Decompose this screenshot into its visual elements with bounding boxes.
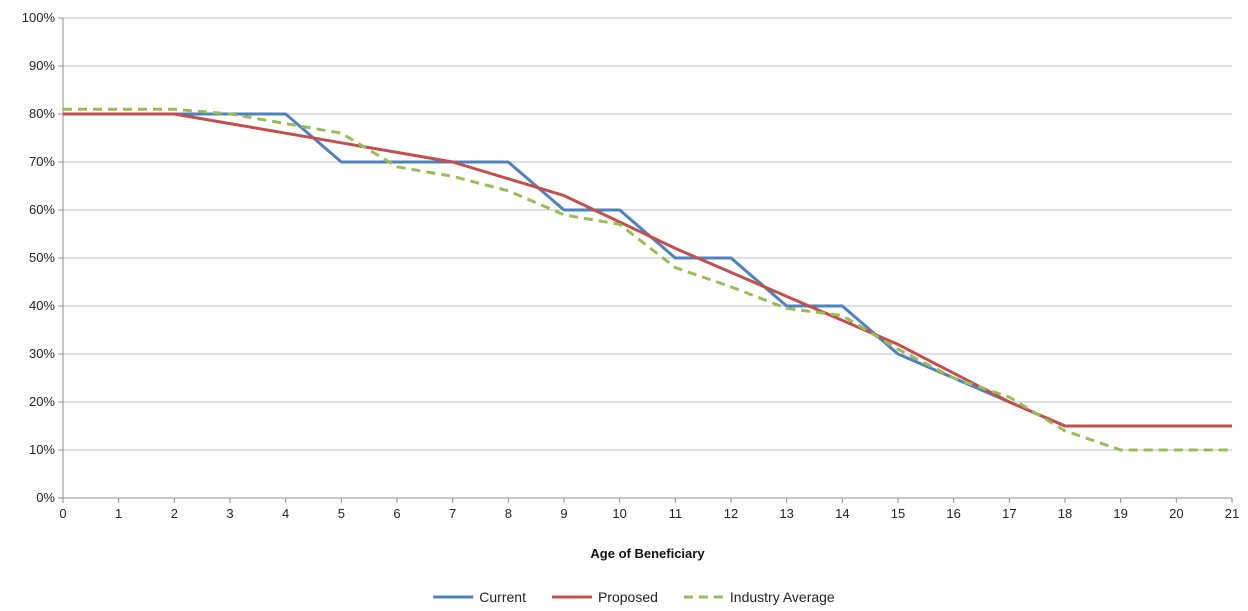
y-tick-label: 50% — [29, 250, 55, 265]
x-tick-label: 11 — [669, 506, 683, 521]
x-tick-label: 17 — [1002, 506, 1016, 521]
gridlines — [63, 17, 1232, 451]
x-tick-label: 9 — [560, 506, 567, 521]
legend-label: Proposed — [598, 589, 658, 605]
x-tick-label: 3 — [226, 506, 233, 521]
x-tick-label: 1 — [115, 506, 122, 521]
tick-labels: 0%10%20%30%40%50%60%70%80%90%100%0 1 2 3 4 5 6… — [22, 10, 1239, 521]
x-tick-label: 2 — [171, 506, 178, 521]
x-tick-label: 20 — [1169, 506, 1183, 521]
x-tick-label: 14 — [835, 506, 849, 521]
y-tick-label: 40% — [29, 298, 55, 313]
y-tick-label: 10% — [29, 442, 55, 457]
x-tick-label: 8 — [505, 506, 512, 521]
y-tick-label: 60% — [29, 202, 55, 217]
series-line-industry-average — [63, 107, 1232, 452]
x-tick-label: 16 — [946, 506, 960, 521]
x-axis-title: Age of Beneficiary — [590, 546, 705, 561]
x-tick-label: 10 — [612, 506, 626, 521]
x-tick-label: 0 — [59, 506, 66, 521]
series-lines — [63, 107, 1232, 452]
x-tick-label: 13 — [779, 506, 793, 521]
x-tick-label: 12 — [724, 506, 738, 521]
x-tick-label: 4 — [282, 506, 289, 521]
x-tick-label: 15 — [891, 506, 905, 521]
legend: Current Proposed Industry Average — [433, 589, 835, 605]
y-tick-label: 20% — [29, 394, 55, 409]
x-tick-label: 19 — [1113, 506, 1127, 521]
x-tick-label: 21 — [1225, 506, 1239, 521]
x-tick-label: 18 — [1058, 506, 1072, 521]
legend-label: Current — [479, 589, 526, 605]
y-tick-label: 0% — [36, 490, 55, 505]
x-tick-label: 6 — [393, 506, 400, 521]
series-line-proposed — [63, 112, 1232, 428]
y-tick-label: 30% — [29, 346, 55, 361]
series-line-current — [63, 112, 1232, 428]
x-tick-label: 5 — [338, 506, 345, 521]
y-tick-label: 90% — [29, 58, 55, 73]
axes — [58, 17, 1233, 503]
legend-label: Industry Average — [730, 589, 835, 605]
x-tick-label: 7 — [449, 506, 456, 521]
y-tick-label: 70% — [29, 154, 55, 169]
y-tick-label: 100% — [22, 10, 56, 25]
y-tick-label: 80% — [29, 106, 55, 121]
